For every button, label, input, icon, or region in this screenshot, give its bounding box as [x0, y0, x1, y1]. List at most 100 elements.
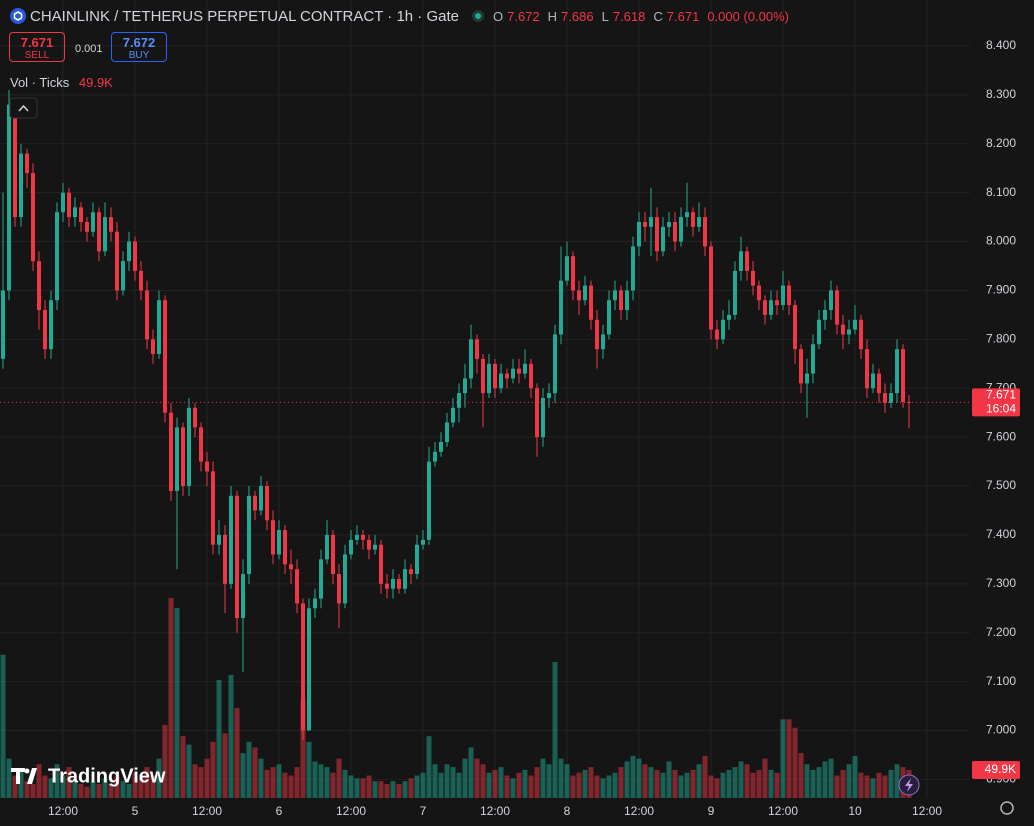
candle-body	[547, 393, 551, 399]
candle-body	[787, 285, 791, 306]
candle-body	[589, 285, 593, 320]
settings-button[interactable]	[1000, 801, 1014, 815]
candle-body	[139, 270, 143, 291]
candle-body	[541, 398, 545, 438]
candle-body	[565, 256, 569, 281]
sell-price: 7.671	[20, 35, 54, 50]
candle-body	[265, 486, 269, 521]
candle-body	[1, 290, 5, 359]
candle-body	[91, 212, 95, 232]
volume-bar	[738, 761, 744, 798]
candle-body	[169, 412, 173, 491]
volume-bar	[732, 767, 738, 798]
lightning-icon	[905, 778, 913, 792]
candle-body	[883, 393, 887, 403]
volume-bar	[594, 775, 600, 798]
candle-body	[871, 373, 875, 389]
candle-body	[361, 534, 365, 540]
candle-body	[577, 290, 581, 301]
volume-bar	[318, 764, 324, 798]
buy-label: BUY	[128, 50, 150, 61]
volume-bar	[342, 769, 348, 798]
candle-body	[691, 212, 695, 227]
volume-bar	[30, 783, 36, 798]
volume-bar	[804, 764, 810, 798]
symbol-title: CHAINLINK / TETHERUS PERPETUAL CONTRACT …	[30, 7, 459, 25]
volume-bar	[810, 769, 816, 798]
volume-bar	[354, 778, 360, 798]
high-label: H	[547, 8, 558, 24]
candle-body	[79, 207, 83, 222]
volume-bar	[468, 747, 474, 798]
volume-bar	[252, 747, 258, 798]
volume-bar	[876, 772, 882, 798]
symbol-logo	[10, 8, 26, 24]
candle-body	[25, 153, 29, 174]
candle-body	[367, 539, 371, 550]
sell-label: SELL	[24, 50, 50, 61]
volume-bar	[846, 764, 852, 798]
candle-body	[559, 280, 563, 335]
candle-body	[427, 461, 431, 540]
candle-body	[217, 534, 221, 545]
candle-body	[667, 221, 671, 227]
volume-bar	[330, 772, 336, 798]
volume-bar	[150, 775, 156, 798]
volume-bar	[492, 769, 498, 798]
candle-body	[145, 290, 149, 340]
buy-button[interactable]: 7.672 BUY	[111, 32, 167, 62]
candle-body	[193, 407, 197, 428]
volume-bar	[690, 769, 696, 798]
volume-bar	[546, 764, 552, 798]
candle-body	[439, 442, 443, 452]
volume-bar	[504, 775, 510, 798]
candle-body	[685, 212, 689, 218]
candle-body	[49, 300, 53, 350]
candle-body	[715, 329, 719, 340]
volume-bar	[96, 783, 102, 798]
collapse-button[interactable]	[9, 97, 38, 119]
candle-body	[271, 520, 275, 555]
volume-bar	[426, 736, 432, 798]
volume-bar	[792, 727, 798, 798]
candle-body	[151, 339, 155, 355]
volume-bar	[324, 767, 330, 798]
volume-bar	[702, 755, 708, 798]
candle-body	[289, 564, 293, 570]
x-tick-label: 12:00	[192, 804, 222, 818]
candle-body	[307, 608, 311, 731]
candle-body	[889, 393, 893, 403]
candle-body	[187, 407, 191, 487]
volume-bar	[522, 769, 528, 798]
volume-bar	[90, 781, 96, 798]
volume-bar	[618, 767, 624, 798]
volume-bar	[396, 783, 402, 798]
volume-bar	[66, 767, 72, 798]
volume-bar	[246, 741, 252, 798]
candle-body	[619, 290, 623, 311]
spread: 0.001	[75, 43, 103, 55]
candle-body	[601, 334, 605, 350]
candle-body	[799, 349, 803, 384]
candle-body	[385, 583, 389, 589]
volume-bar	[648, 767, 654, 798]
y-tick-label: 7.200	[986, 625, 1016, 639]
candle-body	[391, 578, 395, 589]
open-label: O	[492, 8, 504, 24]
y-tick-label: 7.800	[986, 332, 1016, 346]
candle-body	[379, 544, 383, 584]
volume-bar	[858, 772, 864, 798]
sell-button[interactable]: 7.671 SELL	[9, 32, 65, 62]
y-tick-label: 8.300	[986, 87, 1016, 101]
volume-bar	[48, 778, 54, 798]
candle-body	[205, 461, 209, 472]
candle-body	[775, 300, 779, 306]
y-tick-label: 7.000	[986, 723, 1016, 737]
y-tick-label: 8.400	[986, 38, 1016, 52]
high-value: 7.686	[561, 8, 594, 24]
volume-bar	[0, 654, 6, 798]
y-tick-label: 7.400	[986, 527, 1016, 541]
candle-body	[343, 554, 347, 604]
volume-bar	[870, 778, 876, 798]
volume-bar	[756, 769, 762, 798]
